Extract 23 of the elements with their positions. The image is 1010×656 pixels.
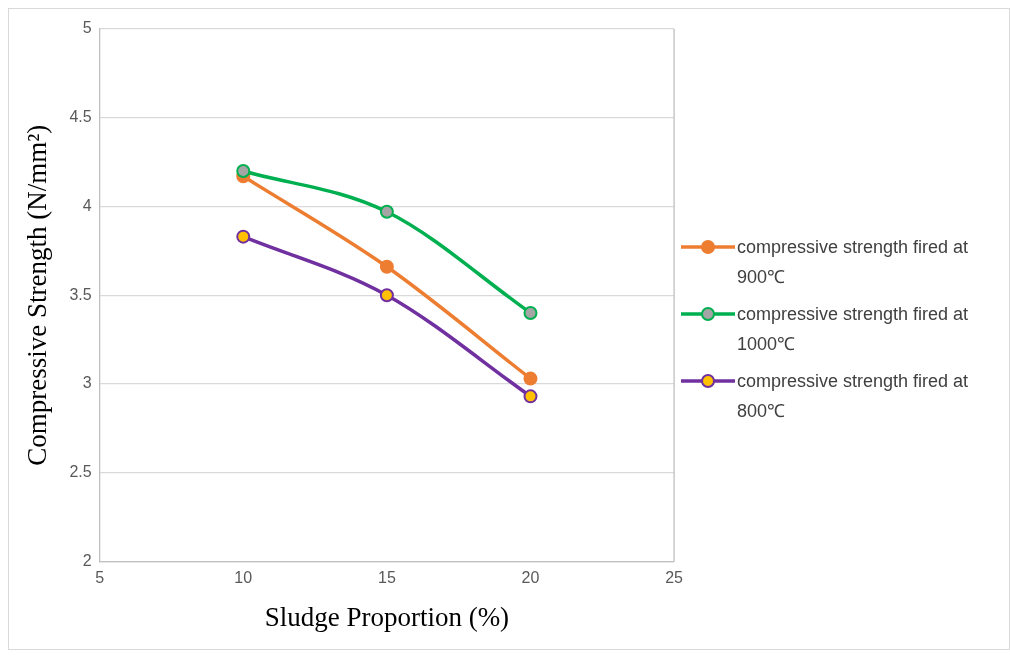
x-tick-label: 10 xyxy=(234,569,253,587)
y-tick-label: 2.5 xyxy=(69,463,92,481)
y-tick-label: 4.5 xyxy=(69,108,92,126)
y-axis-title: Compressive Strength (N/mm²) xyxy=(22,124,53,466)
y-tick-label: 3.5 xyxy=(69,285,92,303)
point xyxy=(379,288,394,303)
point xyxy=(379,259,394,274)
x-tick-label: 25 xyxy=(665,569,684,587)
point xyxy=(379,204,394,219)
point xyxy=(236,163,251,178)
x-tick-label: 20 xyxy=(521,569,540,587)
point xyxy=(523,389,538,404)
y-tick-label: 4 xyxy=(82,196,92,214)
y-tick-label: 3 xyxy=(82,374,92,392)
legend-label: compressive strength fired at 800℃ xyxy=(737,370,970,423)
y-tick-label: 5 xyxy=(82,19,92,37)
x-tick-label: 15 xyxy=(377,569,396,587)
x-tick-label: 5 xyxy=(95,569,105,587)
point xyxy=(523,371,538,386)
x-axis-title: Sludge Proportion (%) xyxy=(264,601,510,632)
y-tick-label: 2 xyxy=(82,551,92,569)
point xyxy=(236,229,251,244)
point xyxy=(523,305,538,320)
